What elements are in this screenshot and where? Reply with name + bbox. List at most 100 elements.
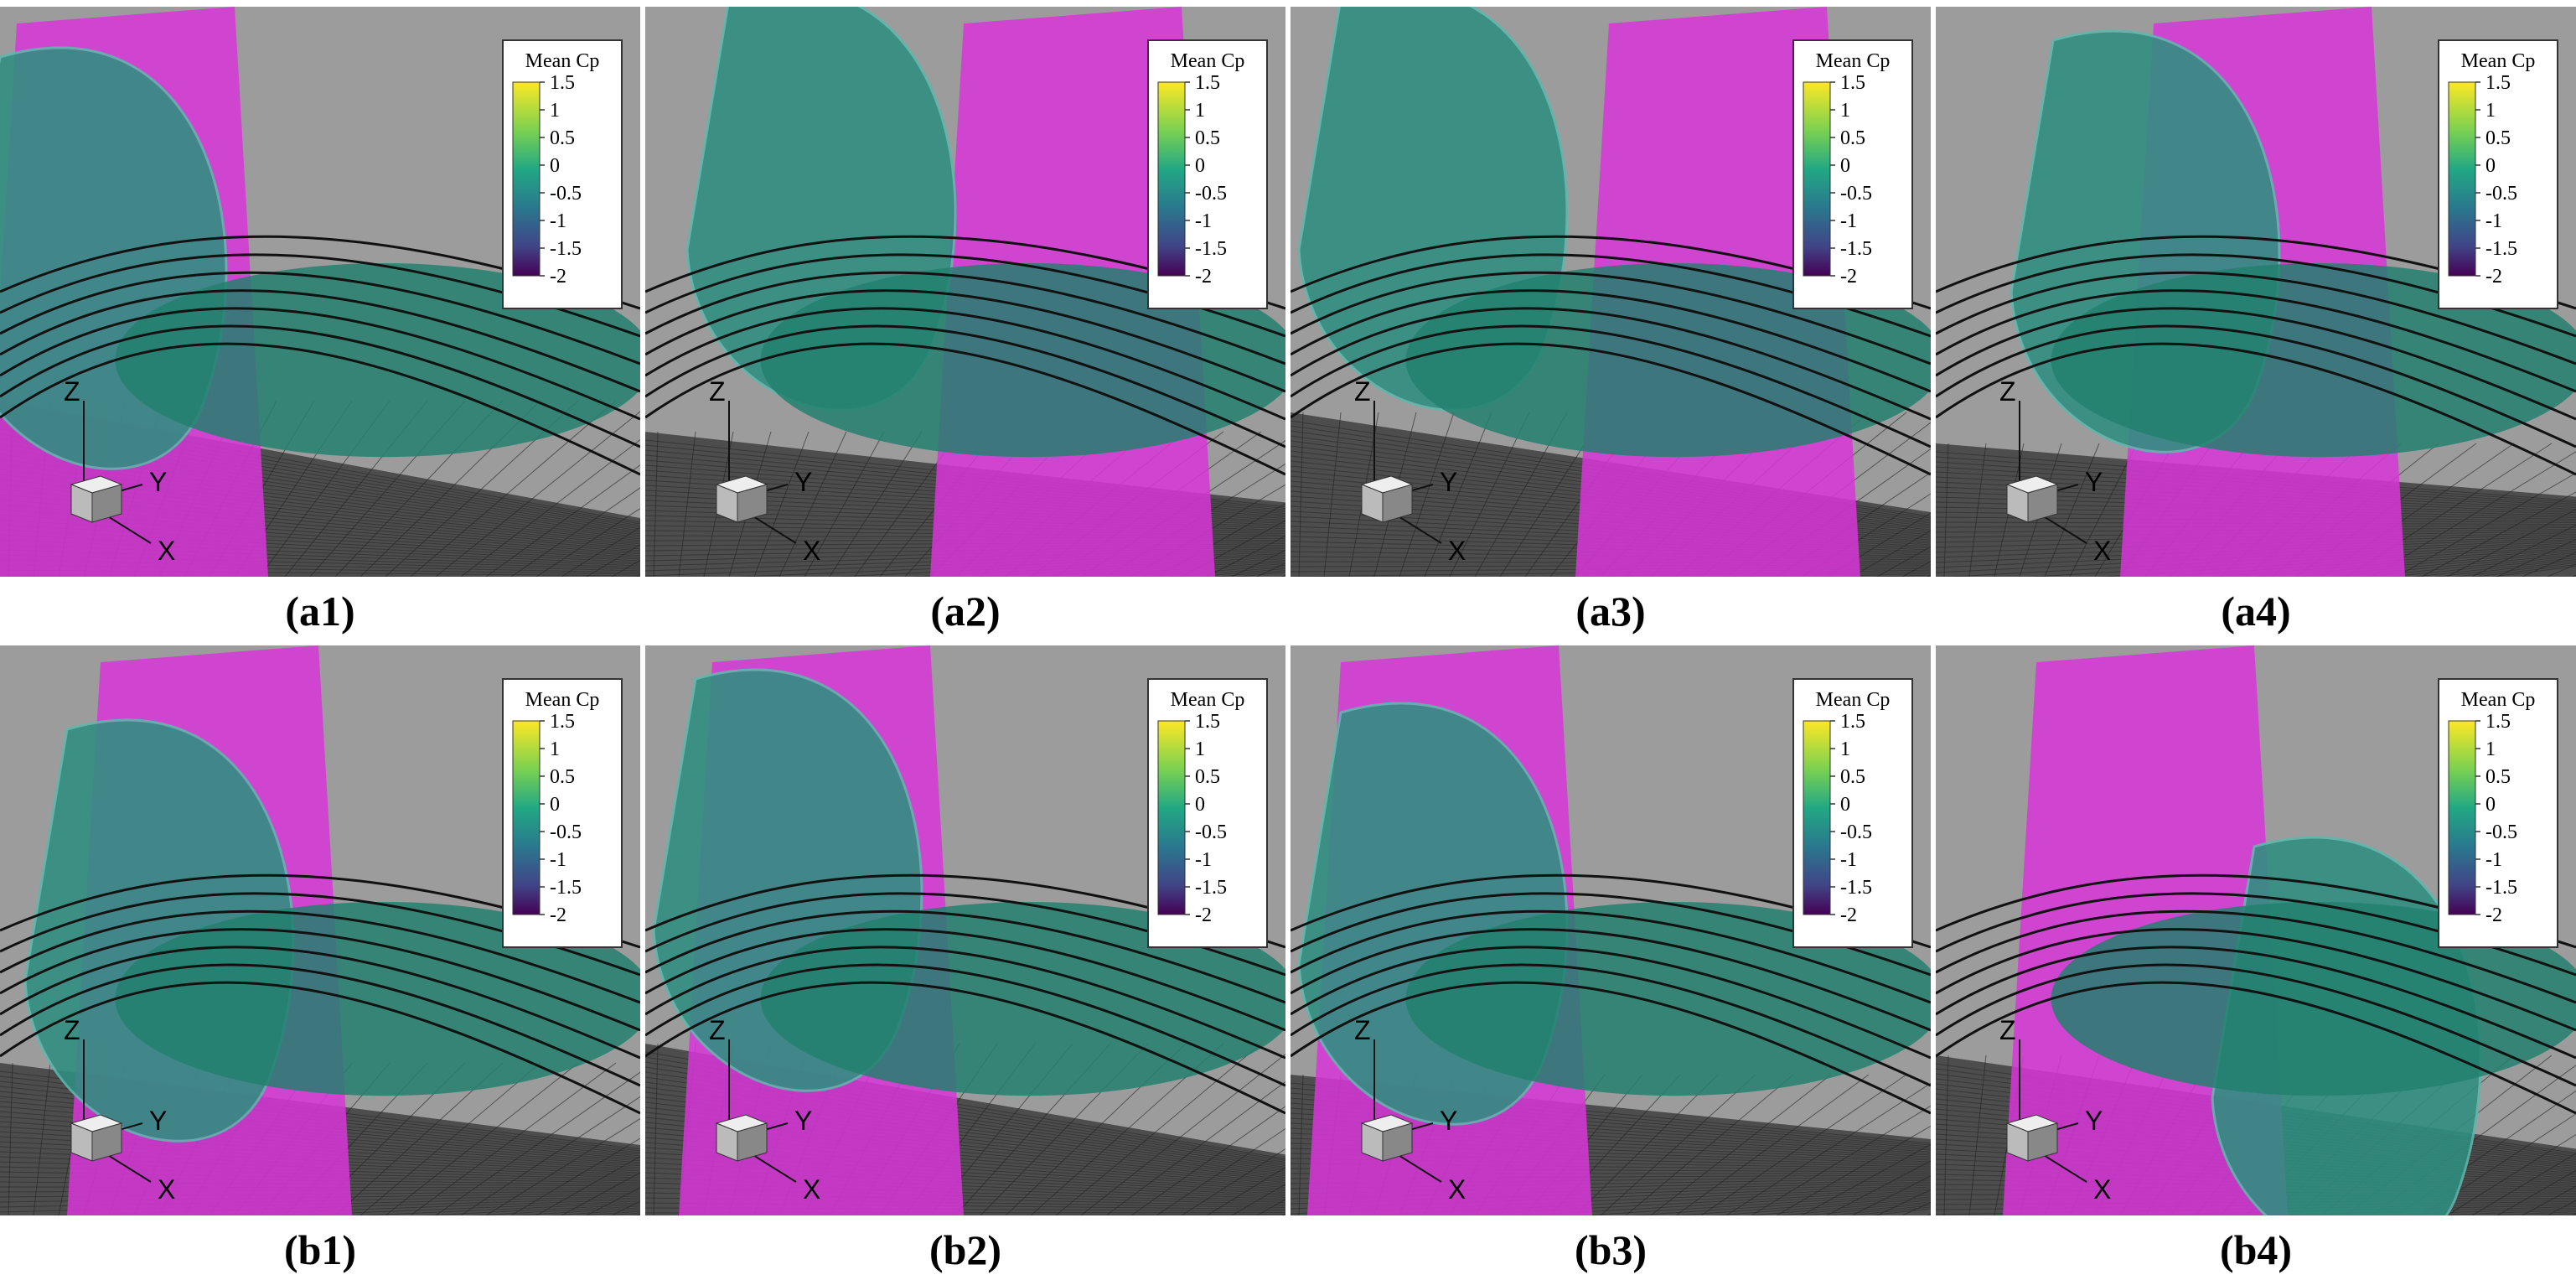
wake-blob (2051, 902, 2576, 1096)
floor-grid (2434, 561, 2576, 577)
floor-grid (356, 1202, 640, 1215)
axis-x-label: X (1448, 536, 1466, 566)
wake-blob (115, 902, 640, 1096)
streamline (1291, 289, 1931, 393)
floor-grid (1851, 1175, 1931, 1215)
colorbar-gradient (2448, 720, 2476, 915)
streamline (645, 946, 1285, 1060)
colorbar-gradient (1803, 720, 1831, 915)
floor-grid (1851, 530, 1931, 577)
colorbar-tick-label: -1.5 (1195, 238, 1227, 260)
floor-grid (1751, 1105, 1931, 1215)
colorbar-tick-label: -1.5 (1840, 877, 1872, 899)
axis-x-label: X (1448, 1174, 1466, 1205)
colorbar-tick-label: -1 (2485, 849, 2502, 871)
colorbar-tick-label: -1 (2485, 210, 2502, 232)
cube-side (2027, 1122, 2058, 1162)
streamline (0, 324, 640, 448)
axis-z-label: Z (709, 1015, 726, 1045)
colorbar-tick-label: 1.5 (550, 72, 575, 94)
streamline (1291, 946, 1931, 1060)
cube-side (91, 1122, 122, 1162)
panel: Mean Cp1.5 1 0.5 0 -0.5 -1 -1.5 -2 Z Y X (645, 645, 1285, 1215)
floor-grid (1775, 1201, 1931, 1215)
floor-grid (586, 1187, 640, 1215)
floor-grid (1801, 1143, 1931, 1215)
colorbar-tick-label: -1 (1195, 849, 1212, 871)
panel: Mean Cp1.5 1 0.5 0 -0.5 -1 -1.5 -2 Z Y X (0, 7, 640, 585)
cube-side (737, 484, 768, 523)
floor-grid (2292, 552, 2576, 577)
cube-side (737, 1122, 768, 1162)
floor-grid (410, 400, 617, 577)
floor-grid (418, 1204, 640, 1215)
floor-grid (1575, 1074, 1719, 1215)
floor-grid (2454, 562, 2576, 577)
streamline (1936, 289, 2576, 393)
colorbar-title: Mean Cp (1816, 689, 1891, 711)
axis-z-label: Z (1354, 376, 1371, 407)
colorbar-tick-label: -2 (1195, 904, 1212, 926)
colorbar: Mean Cp1.5 1 0.5 0 -0.5 -1 -1.5 -2 (2438, 39, 2558, 309)
colorbar-title: Mean Cp (1171, 689, 1245, 711)
panel-label: (b4) (2220, 1226, 2292, 1273)
streamline (645, 981, 1285, 1115)
streamline (1291, 307, 1931, 421)
panel: Mean Cp1.5 1 0.5 0 -0.5 -1 -1.5 -2 Z Y X (645, 7, 1285, 577)
cube-side (1382, 484, 1413, 523)
floor-grid (1876, 546, 1931, 577)
colorbar-tick-label: 0.5 (550, 766, 575, 788)
colorbar-tick-label: 1 (2485, 100, 2496, 122)
colorbar-tick-label: -1 (1840, 210, 1857, 232)
axis-y-label: Y (1440, 1106, 1457, 1136)
panel-label: (b2) (929, 1226, 1001, 1273)
floor-grid (2421, 491, 2576, 577)
colorbar-tick-label: -0.5 (1840, 821, 1872, 843)
colorbar-tick-label: 1.5 (550, 711, 575, 733)
axis-x-label: X (158, 536, 175, 566)
colorbar-tick-label: -0.5 (2485, 821, 2517, 843)
colorbar-tick-label: 0.5 (1840, 127, 1865, 149)
streamline (645, 928, 1285, 1032)
colorbar-tick-label: 1.5 (1840, 711, 1865, 733)
colorbar-tick-label: 0 (1195, 155, 1205, 177)
colorbar-tick-label: -0.5 (2485, 183, 2517, 205)
colorbar-gradient (1803, 81, 1831, 277)
panel: Mean Cp1.5 1 0.5 0 -0.5 -1 -1.5 -2 Z Y X (1936, 645, 2576, 1215)
floor-grid (1746, 1200, 1931, 1215)
wake-blob (760, 263, 1285, 458)
colorbar: Mean Cp1.5 1 0.5 0 -0.5 -1 -1.5 -2 (1792, 678, 1913, 948)
streamline (0, 928, 640, 1032)
axis-z-label: Z (64, 1015, 80, 1045)
streamline (0, 963, 640, 1087)
floor-grid (2496, 538, 2576, 577)
floor-grid (1298, 412, 1304, 577)
streamline (645, 307, 1285, 421)
axis-z-label: Z (1999, 376, 2016, 407)
streamline (1291, 928, 1931, 1032)
floor-grid (2496, 1169, 2576, 1215)
floor-grid (460, 1096, 640, 1215)
floor-grid (561, 526, 640, 577)
colorbar-tick-label: -1.5 (1840, 238, 1872, 260)
axis-x-label: X (2093, 1174, 2111, 1205)
streamline (1936, 342, 2576, 476)
streamline (0, 909, 640, 1004)
floor-grid (2069, 443, 2138, 577)
floor-grid (1968, 1055, 1987, 1215)
colorbar-tick-label: -0.5 (1195, 821, 1227, 843)
colorbar-tick-label: 0 (1195, 794, 1205, 816)
panel-label: (a3) (1575, 588, 1645, 635)
floor-grid (653, 1043, 659, 1215)
colorbar-title: Mean Cp (1816, 50, 1891, 72)
floor-grid (0, 579, 640, 580)
streamline (1936, 271, 2576, 365)
colorbar-tick-label: -0.5 (550, 183, 582, 205)
floor-grid (0, 581, 640, 585)
colorbar-tick-label: -1.5 (1195, 877, 1227, 899)
colorbar-title: Mean Cp (2461, 689, 2536, 711)
streamline (645, 963, 1285, 1087)
streamline (0, 289, 640, 393)
axis-x-label: X (158, 1174, 175, 1205)
colorbar-tick-label: 0.5 (2485, 766, 2511, 788)
